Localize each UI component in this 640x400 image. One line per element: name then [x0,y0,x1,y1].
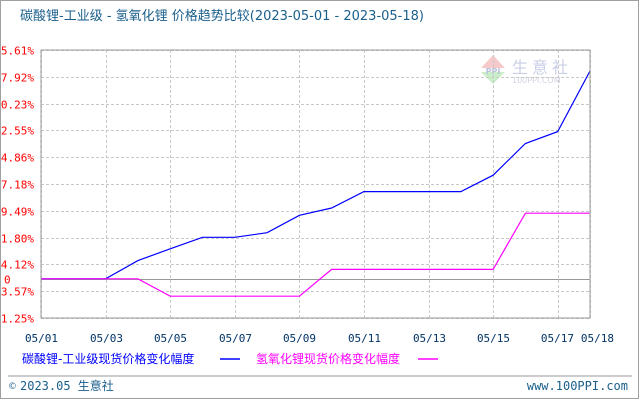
y-tick-label: 4.12% [1,259,34,272]
footer-left: 2023.05 生意社 [20,378,114,393]
plot-frame [40,49,591,319]
y-tick-label: 57.92% [0,72,34,85]
legend: 碳酸锂-工业级现货价格变化幅度 氢氧化锂现货价格变化幅度 [22,351,438,366]
y-tick-label: 65.61% [0,45,34,58]
series-lines [40,70,591,297]
chart-title: 碳酸锂-工业级 - 氢氧化锂 价格趋势比较(2023-05-01 - 2023-… [20,8,424,24]
y-tick-label: 19.49% [0,206,34,219]
copyright-icon: © [8,382,17,392]
x-tick-label: 05/03 [90,332,123,345]
y-tick-label: 0 [4,274,11,287]
x-axis-labels: 05/01 05/03 05/05 05/07 05/09 05/11 05/13 05/15… [25,332,614,345]
series-line-lithium-hydroxide [41,212,590,297]
y-tick-label: -3.57% [0,286,34,299]
y-tick-label: 27.18% [0,179,34,192]
legend-label-lithium-carbonate: 碳酸锂-工业级现货价格变化幅度 [22,351,194,366]
series-line-lithium-carbonate [41,70,591,280]
x-tick-label: 05/18 [581,332,614,345]
y-axis-labels: 65.61% 57.92% 50.23% 42.55% 34.86% 27.18% 19.4… [0,45,34,326]
y-tick-label: 50.23% [0,99,34,112]
y-tick-label: 42.55% [0,125,34,138]
x-tick-label: 05/01 [25,332,58,345]
y-tick-label: -11.25% [0,313,34,326]
x-tick-label: 05/13 [413,332,446,345]
x-tick-label: 05/15 [477,332,510,345]
watermark-site: 100PPI.COM [512,76,561,85]
x-tick-label: 05/05 [154,332,187,345]
legend-label-lithium-hydroxide: 氢氧化锂现货价格变化幅度 [256,351,400,366]
watermark-brand: 生意社 [512,58,572,77]
x-tick-label: 05/09 [283,332,316,345]
x-tick-label: 05/17 [541,332,574,345]
y-tick-label: 11.80% [0,233,34,246]
x-tick-label: 05/07 [219,332,252,345]
footer-right-link[interactable]: www.100PPI.com [527,379,628,393]
y-tick-label: 34.86% [0,152,34,165]
x-tick-label: 05/11 [348,332,381,345]
